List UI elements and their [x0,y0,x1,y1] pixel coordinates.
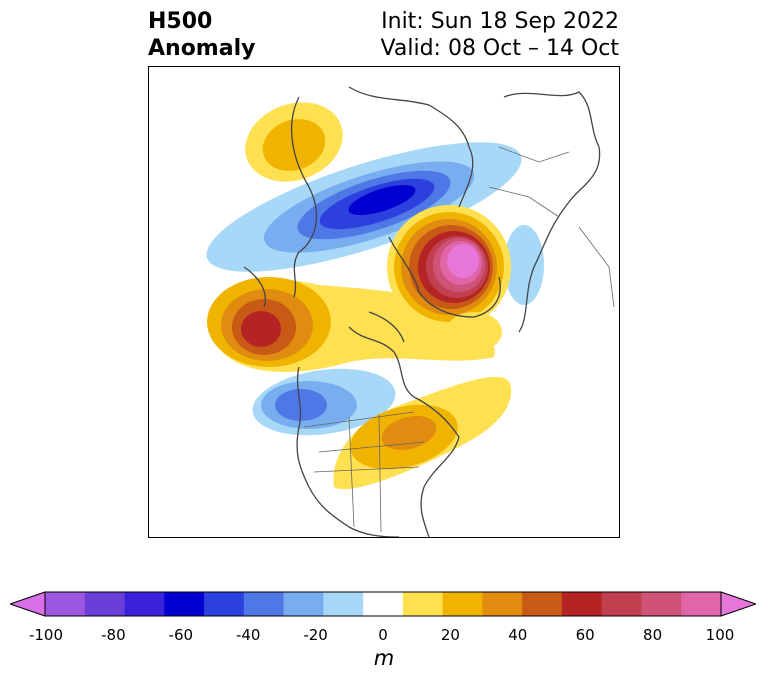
colorbar-tick-label: -80 [101,626,126,644]
colorbar-cell [641,592,682,616]
colorbar-cell [124,592,165,616]
colorbar-cell [243,592,285,616]
colorbar-unit: m [373,646,395,670]
colorbar-tick-label: 40 [508,626,528,644]
colorbar-tick-label: 20 [440,626,460,644]
title-right: Init: Sun 18 Sep 2022 Valid: 08 Oct – 14… [381,8,619,62]
colorbar-cell [681,592,722,616]
colorbar-extend-low [10,591,46,617]
colorbar-tick-label: -60 [168,626,194,644]
colorbar-cell [84,592,126,616]
political-borders [303,146,615,533]
colorbar-cell [442,592,483,616]
colorbar-cell [164,592,205,616]
colorbar-cells [10,591,756,617]
anomaly-pacific-high [207,277,495,372]
title-left: H500 Anomaly [148,8,255,62]
colorbar-tick-label: 60 [575,626,595,644]
anomaly-west-canada-low [252,368,396,436]
map-canvas [206,86,615,537]
title-field: Anomaly [148,36,256,61]
colorbar-cell [402,592,444,616]
colorbar-cell [561,592,603,616]
colorbar-cell [323,592,364,616]
valid-range: Valid: 08 Oct – 14 Oct [380,36,619,61]
coastlines [243,86,601,537]
colorbar-extend-high [720,591,756,617]
colorbar-cell [363,592,404,616]
colorbar-cell [45,592,86,616]
colorbar-tick-label: 100 [705,626,735,644]
colorbar-tick-label: -100 [28,626,64,644]
anomaly-east-asia-low [504,225,544,305]
colorbar-cell [204,592,245,616]
colorbar-frame [44,591,722,617]
colorbar-cell [601,592,642,616]
colorbar-tick-label: 0 [378,626,388,644]
anomaly-arctic-high [446,312,502,352]
colorbar [10,591,756,617]
anomaly-siberia-low [206,142,522,272]
colorbar-tick-label: 80 [643,626,663,644]
colorbar-tick-label: -40 [235,626,261,644]
anomaly-eastern-us-high [333,376,512,490]
colorbar-tick-label: -20 [303,626,328,644]
colorbar-cell [482,592,523,616]
map-panel [148,66,620,538]
title-variable: H500 [148,9,213,34]
init-time: Init: Sun 18 Sep 2022 [381,9,619,34]
anomaly-europe-high [387,205,511,329]
anomaly-alaska-high [245,102,343,182]
colorbar-cell [283,592,324,616]
colorbar-cell [522,592,563,616]
